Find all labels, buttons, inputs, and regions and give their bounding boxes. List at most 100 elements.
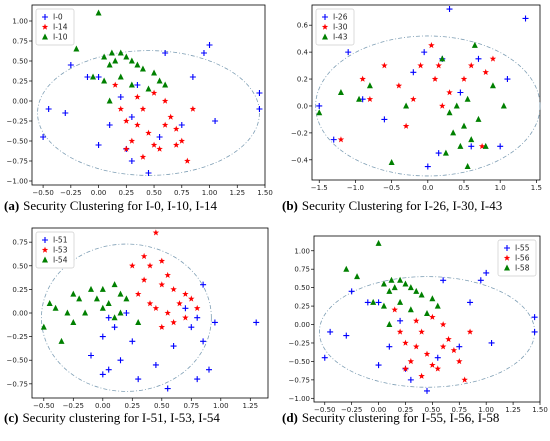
point — [206, 42, 213, 48]
point — [188, 295, 195, 302]
y-tick-label: −0.75 — [7, 380, 28, 388]
point — [418, 291, 425, 298]
y-tick-label: 0.75 — [12, 38, 28, 46]
point — [40, 323, 47, 330]
point — [413, 343, 420, 350]
legend-label: I-10 — [53, 33, 68, 42]
point — [117, 94, 124, 100]
point — [343, 332, 350, 339]
caption-text: Security clustering for I-51, I-53, I-54 — [22, 410, 220, 425]
point — [397, 298, 404, 305]
point — [467, 299, 474, 306]
caption-text: Security Clustering for I-26, I-30, I-43 — [302, 198, 502, 213]
point — [95, 142, 102, 148]
point — [162, 81, 169, 88]
x-tick-label: 0.25 — [398, 406, 414, 414]
caption-text: Security clustering for I-55, I-56, I-58 — [302, 410, 499, 425]
y-tick-label: 0.75 — [12, 239, 28, 247]
point — [397, 317, 404, 324]
point — [111, 324, 118, 331]
point — [386, 343, 393, 350]
point — [146, 262, 154, 269]
x-tick-label: 0.75 — [451, 406, 467, 414]
point — [84, 74, 91, 80]
point — [450, 129, 457, 136]
legend: I-0I-14I-10 — [35, 8, 75, 46]
x-tick-label: 0.50 — [425, 406, 441, 414]
point — [445, 335, 452, 343]
point — [410, 69, 417, 76]
point — [134, 93, 141, 100]
point — [135, 376, 142, 383]
panel: −1.5 −1.0 −0.5 0.0 0.5 1.0 1.5 −0.4 −0.2 0.0 0.2 0.… — [291, 4, 542, 192]
point — [111, 281, 118, 288]
y-tick-label: 0.00 — [12, 98, 28, 106]
point — [128, 158, 135, 164]
point — [156, 145, 163, 152]
point — [256, 90, 263, 96]
legend-marker — [322, 33, 328, 40]
point — [397, 276, 404, 283]
point — [439, 102, 446, 109]
point — [428, 41, 435, 49]
y-tick-label: 0.0 — [297, 102, 308, 110]
y-tick-label: −0.75 — [7, 158, 28, 166]
point — [182, 314, 189, 321]
point — [407, 284, 414, 291]
caption-label: (a) — [4, 198, 19, 213]
point — [431, 75, 439, 82]
legend-label: I-55 — [515, 244, 530, 253]
x-tick-label: 1.50 — [257, 189, 273, 197]
point — [407, 306, 414, 313]
point — [178, 122, 185, 128]
y-tick-label: −0.25 — [7, 118, 28, 126]
legend-marker — [42, 33, 48, 40]
point — [402, 280, 409, 287]
caption-label: (c) — [4, 410, 18, 425]
point — [45, 106, 52, 112]
point — [500, 102, 507, 109]
point — [90, 73, 97, 80]
point — [343, 265, 350, 272]
point — [173, 141, 180, 148]
point — [321, 354, 328, 361]
legend-marker — [504, 264, 510, 271]
point — [134, 121, 141, 128]
x-tick-label: 1.5 — [531, 184, 542, 192]
x-tick-label: 0.75 — [184, 402, 200, 410]
caption: (b) Security Clustering for I-26, I-30, I… — [282, 198, 502, 213]
point — [167, 113, 174, 120]
point — [117, 357, 124, 364]
point — [482, 68, 489, 76]
point — [461, 376, 468, 383]
point — [410, 95, 417, 102]
point — [150, 141, 158, 148]
point — [434, 365, 441, 372]
x-tick-label: 1.25 — [505, 406, 521, 414]
point — [348, 288, 355, 295]
legend-label: I-14 — [53, 23, 68, 32]
point — [134, 61, 141, 68]
point — [140, 252, 148, 260]
point — [483, 269, 490, 276]
point — [151, 69, 158, 76]
x-tick-label: −0.25 — [341, 406, 362, 414]
y-tick-label: 0.50 — [12, 262, 28, 270]
x-tick-label: −1.0 — [347, 184, 364, 192]
x-tick-label: −0.25 — [60, 189, 81, 197]
legend-label: I-54 — [53, 256, 68, 265]
point — [464, 163, 471, 170]
point — [488, 339, 495, 346]
point — [475, 115, 482, 122]
point — [407, 358, 415, 365]
y-tick-label: 0.50 — [294, 284, 310, 292]
point — [95, 74, 102, 80]
point — [123, 145, 130, 152]
point — [178, 137, 186, 144]
y-tick-label: 0.25 — [12, 286, 28, 294]
point — [446, 6, 453, 13]
point — [164, 271, 171, 278]
legend-marker — [42, 14, 48, 20]
point — [418, 328, 425, 335]
